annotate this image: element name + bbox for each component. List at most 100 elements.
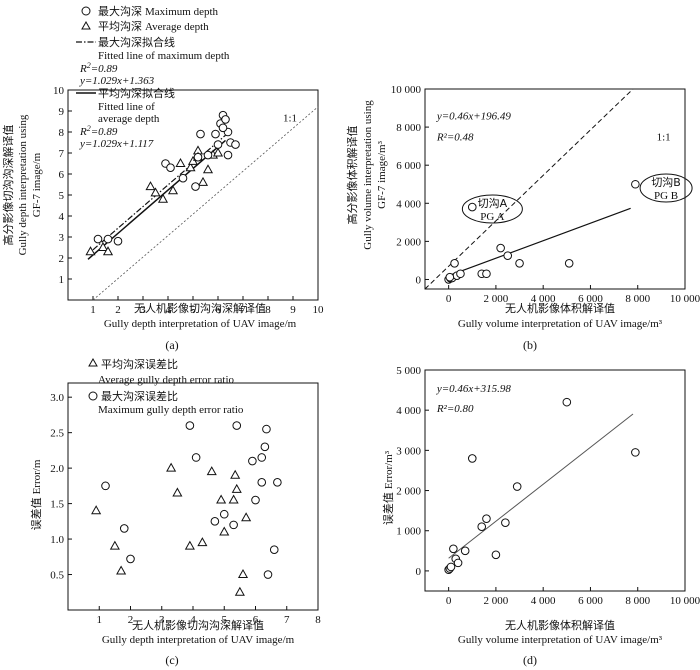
y-tick-label: 0: [416, 566, 422, 578]
x-tick-label: 3: [159, 614, 165, 626]
data-point-triangle: [234, 586, 245, 596]
data-point-circle: [491, 550, 501, 560]
data-point-triangle: [167, 185, 179, 195]
x-tick-label: 4 000: [531, 293, 556, 305]
data-point-circle: [93, 234, 103, 244]
data-point-circle: [103, 234, 113, 244]
data-point-circle: [229, 520, 238, 530]
y-tick-label: 0: [416, 274, 422, 286]
legend-c-avg-marker: [88, 357, 98, 367]
data-point-circle: [166, 163, 175, 172]
legend-fit-avg-en-2: average depth: [98, 113, 160, 125]
x-tick-label: 1: [90, 304, 96, 316]
data-point-circle: [631, 179, 640, 189]
y-tick-label: 6: [59, 169, 65, 181]
data-point-circle: [445, 272, 455, 282]
data-point-triangle: [184, 540, 195, 550]
legend-c-avg-en: Average gully depth error ratio: [98, 374, 235, 386]
data-point-triangle: [157, 193, 169, 203]
x-tick-label: 2 000: [484, 293, 509, 305]
x-tick-label: 2: [128, 614, 134, 626]
y-tick-label: 1: [59, 274, 65, 286]
fit-line: [448, 413, 634, 559]
plot-b: 0 2 000 4 000 6 000 8 000 10 000 0 2 000 4 000 6 …: [391, 84, 700, 305]
data-point-triangle: [116, 565, 127, 575]
legend-fit-avg-cn: 平均沟深拟合线: [98, 86, 175, 100]
data-point-circle: [113, 236, 123, 246]
y-tick-label: 2 000: [396, 236, 421, 248]
y-tick-label: 9: [59, 106, 65, 118]
data-point-circle: [178, 173, 188, 183]
data-point-circle: [232, 421, 242, 430]
legend-eq-avg: y=1.029x+1.117: [79, 138, 154, 150]
data-point-circle: [251, 495, 260, 505]
y-tick-label: 5: [59, 190, 65, 202]
panel-a-ylabel-en-1: Gully depth interpretation using: [17, 114, 29, 255]
panel-a-xlabel-en: Gully depth interpretation of UAV image/…: [104, 318, 297, 330]
data-point-circle: [496, 243, 505, 253]
y-tick-label: 2 000: [396, 486, 421, 498]
data-point-triangle: [85, 246, 96, 256]
y-tick-label: 1.5: [50, 499, 64, 511]
data-point-circle: [119, 524, 129, 533]
panel-a-legend: 最大沟深 Maximum depth 平均沟深 Average depth 最大沟深…: [76, 4, 230, 150]
x-tick-label: 10 000: [670, 595, 700, 607]
x-tick-label: 10: [313, 304, 325, 316]
x-tick-label: 4 000: [531, 595, 556, 607]
x-tick-label: 4: [165, 304, 171, 316]
r2-label: R²=0.48: [436, 131, 474, 143]
panel-d-label: (d): [523, 653, 537, 667]
panel-b-label: (b): [523, 338, 537, 352]
data-point-triangle: [109, 540, 120, 550]
fit-line: [448, 207, 631, 277]
data-point-circle: [456, 269, 465, 279]
x-tick-label: 0: [446, 293, 452, 305]
x-tick-label: 8 000: [625, 595, 650, 607]
x-tick-label: 3: [140, 304, 146, 316]
data-point-triangle: [219, 526, 230, 536]
panel-d: 0 2 000 4 000 6 000 8 000 10 000 0 1 000 2 000 3 …: [381, 365, 700, 667]
y-tick-label: 4 000: [396, 405, 421, 417]
data-point-circle: [501, 518, 510, 527]
panel-c-label: (c): [165, 653, 178, 667]
legend-c-max-marker: [88, 391, 98, 401]
plot-frame: [424, 369, 686, 592]
data-point-circle: [450, 258, 459, 268]
data-point-circle: [482, 269, 491, 279]
x-tick-label: 0: [446, 595, 452, 607]
y-tick-label: 5 000: [396, 365, 421, 377]
data-point-circle: [101, 481, 110, 491]
x-tick-label: 6: [253, 614, 259, 626]
data-point-circle: [269, 545, 279, 555]
data-point-circle: [193, 152, 203, 162]
data-point-triangle: [172, 487, 183, 497]
panel-c-ylabel: 误差值Error/m: [29, 459, 43, 530]
data-point-circle: [562, 397, 572, 407]
legend-max-en: Maximum depth: [145, 6, 219, 18]
data-point-triangle: [231, 483, 242, 493]
panel-a-label: (a): [165, 338, 178, 352]
panel-b-xlabel-cn: 无人机影像体积解译值: [505, 301, 615, 315]
data-point-triangle: [166, 462, 177, 472]
one-to-one-line: [92, 106, 319, 301]
data-point-triangle: [216, 494, 227, 504]
plot-d: 0 2 000 4 000 6 000 8 000 10 000 0 1 000 2 000 3 …: [396, 365, 700, 607]
callout-a-cn: 切沟A: [478, 197, 508, 210]
x-tick-label: 1: [97, 614, 103, 626]
data-point-circle: [467, 454, 477, 463]
panel-b-ylabel-cn: 高分影像体积解译值: [345, 126, 359, 225]
y-tick-label: 3: [59, 232, 65, 244]
y-tick-label: 8 000: [396, 122, 421, 134]
x-tick-label: 4: [190, 614, 196, 626]
equation-label: y=0.46x+315.98: [436, 383, 512, 395]
data-point-circle: [126, 554, 135, 564]
data-point-triangle: [150, 187, 161, 197]
data-point-circle: [218, 123, 228, 133]
plot-c: 1 2 3 4 5 6 7 8 0.5 1.0 1.5 2.0 2.5 3.0: [50, 382, 321, 626]
data-point-circle: [262, 424, 271, 434]
one-to-one-label: 1:1: [283, 113, 297, 125]
data-point-circle: [231, 140, 240, 149]
data-point-triangle: [237, 569, 249, 579]
panel-b-ylabel-en-2: GF-7 image/m³: [376, 140, 388, 208]
